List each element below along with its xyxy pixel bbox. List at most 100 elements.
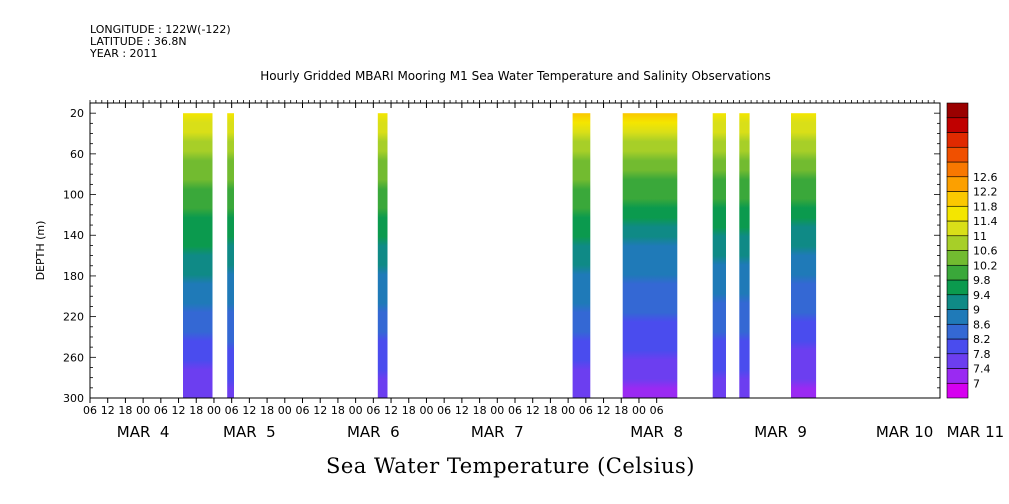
temperature-segment [791,113,817,398]
x-date-label: MAR 5 [223,423,276,441]
x-axis: 06 12 18 00 06 12 18 00 06 12 18 00 06 12 18 00 06 12 18 00… [83,100,1004,441]
x-tick-label: 00 [349,404,363,417]
x-tick-label: 06 [437,404,451,417]
x-tick-label: 18 [118,404,132,417]
colorbar-swatch [946,382,969,399]
x-tick-label: 06 [366,404,380,417]
y-tick-label: 60 [70,148,84,161]
colorbar-swatch [946,235,969,251]
year-label: YEAR : 2011 [90,47,158,60]
colorbar-label: 9.4 [973,289,991,302]
x-tick-label: 12 [101,404,115,417]
x-tick-label: 12 [172,404,186,417]
colorbar-label: 12.2 [973,186,998,199]
chart-subtitle: Sea Water Temperature (Celsius) [325,454,695,478]
colorbar-label: 11 [973,230,987,243]
colorbar-label: 8.6 [973,318,991,331]
x-tick-label: 18 [473,404,487,417]
x-tick-label: 12 [313,404,327,417]
longitude-label: LONGITUDE : 122W(-122) [90,23,231,36]
x-tick-label: 18 [331,404,345,417]
colorbar: 77.47.88.28.699.49.810.210.61111.411.812… [946,102,998,399]
temperature-segment [183,113,213,398]
colorbar-swatch [946,250,969,266]
x-tick-label: 00 [278,404,292,417]
y-tick-label: 20 [70,107,84,120]
colorbar-label: 9.8 [973,274,991,287]
x-tick-label: 18 [614,404,628,417]
colorbar-label: 10.6 [973,245,998,258]
data-segments [183,113,817,398]
colorbar-label: 9 [973,304,980,317]
colorbar-label: 11.4 [973,215,998,228]
colorbar-swatch [946,146,969,163]
colorbar-swatch [946,191,969,207]
y-tick-label: 260 [63,351,84,364]
x-tick-label: 00 [632,404,646,417]
x-tick-label: 06 [225,404,239,417]
x-date-label: MAR 9 [754,423,807,441]
x-tick-label: 00 [490,404,504,417]
colorbar-swatch [946,205,969,222]
temperature-segment [227,113,234,398]
x-tick-label: 00 [136,404,150,417]
x-tick-label: 18 [543,404,557,417]
x-date-label: MAR 11 [947,423,1004,441]
colorbar-swatch [946,323,969,340]
y-tick-label: 180 [63,270,84,283]
colorbar-label: 10.2 [973,259,998,272]
x-tick-label: 18 [260,404,274,417]
x-tick-label: 12 [526,404,540,417]
x-tick-label: 12 [597,404,611,417]
colorbar-swatch [946,294,969,310]
x-date-label: MAR 10 [876,423,933,441]
temperature-segment [739,113,750,398]
colorbar-label: 8.2 [973,333,991,346]
x-tick-label: 06 [579,404,593,417]
x-tick-label: 06 [650,404,664,417]
y-tick-label: 220 [63,311,84,324]
colorbar-label: 11.8 [973,200,998,213]
x-date-label: MAR 7 [471,423,524,441]
temperature-segment [622,113,678,398]
colorbar-swatch [946,279,969,296]
y-tick-label: 300 [63,392,84,405]
colorbar-label: 12.6 [973,171,998,184]
x-tick-label: 06 [83,404,97,417]
x-tick-label: 12 [455,404,469,417]
x-tick-label: 00 [207,404,221,417]
x-date-label: MAR 8 [630,423,683,441]
colorbar-swatch [946,176,969,192]
colorbar-swatch [946,264,969,281]
colorbar-swatch [946,309,969,325]
x-date-label: MAR 6 [347,423,400,441]
colorbar-swatch [946,102,969,119]
colorbar-swatch [946,161,969,178]
colorbar-swatch [946,220,969,237]
chart-title: Hourly Gridded MBARI Mooring M1 Sea Wate… [260,69,771,83]
y-axis: 20 60 100 140 180 220 260 300 [63,107,940,405]
colorbar-swatch [946,338,969,355]
x-tick-label: 00 [419,404,433,417]
x-tick-label: 18 [189,404,203,417]
x-tick-label: 06 [508,404,522,417]
x-tick-label: 18 [402,404,416,417]
y-tick-label: 100 [63,189,84,202]
colorbar-label: 7.8 [973,348,991,361]
latitude-label: LATITUDE : 36.8N [90,35,187,48]
x-tick-label: 00 [561,404,575,417]
y-tick-label: 140 [63,229,84,242]
temperature-segment [572,113,591,398]
x-tick-label: 06 [296,404,310,417]
colorbar-swatch [946,368,969,384]
x-date-label: MAR 4 [117,423,170,441]
colorbar-swatch [946,353,969,369]
x-tick-label: 12 [242,404,256,417]
temperature-segment [712,113,726,398]
colorbar-swatch [946,132,969,148]
colorbar-label: 7 [973,377,980,390]
colorbar-swatch [946,117,969,133]
x-tick-label: 12 [384,404,398,417]
x-tick-label: 06 [154,404,168,417]
